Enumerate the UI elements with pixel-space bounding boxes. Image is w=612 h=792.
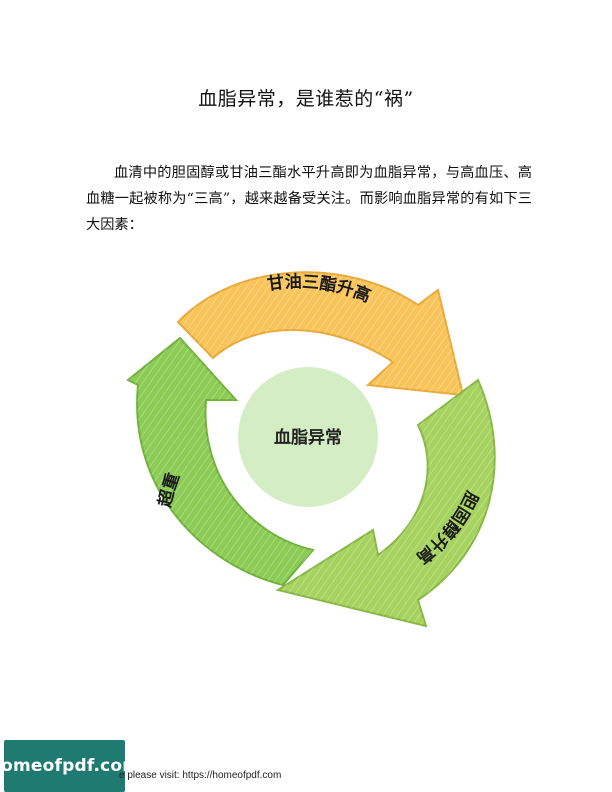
segment-arrow-yellow [176,271,465,397]
cycle-diagram: 血脂异常 甘油三酯升高 胆固醇升高 超重 [118,250,510,644]
segment-arrow-right-green [275,378,496,628]
segment-arrow-left-green [126,336,315,587]
footer: homeofpdf.com e please visit: https://ho… [0,740,612,792]
document-title: 血脂异常，是谁惹的“祸” [198,88,414,110]
center-label: 血脂异常 [274,427,342,448]
intro-paragraph: 血清中的胆固醇或甘油三酯水平升高即为血脂异常，与高血压、高血糖一起被称为“三高”… [86,165,532,233]
center-circle [238,367,378,507]
footer-link-text[interactable]: e please visit: https://homeofpdf.com [119,770,282,781]
site-logo[interactable]: homeofpdf.com [0,740,140,792]
